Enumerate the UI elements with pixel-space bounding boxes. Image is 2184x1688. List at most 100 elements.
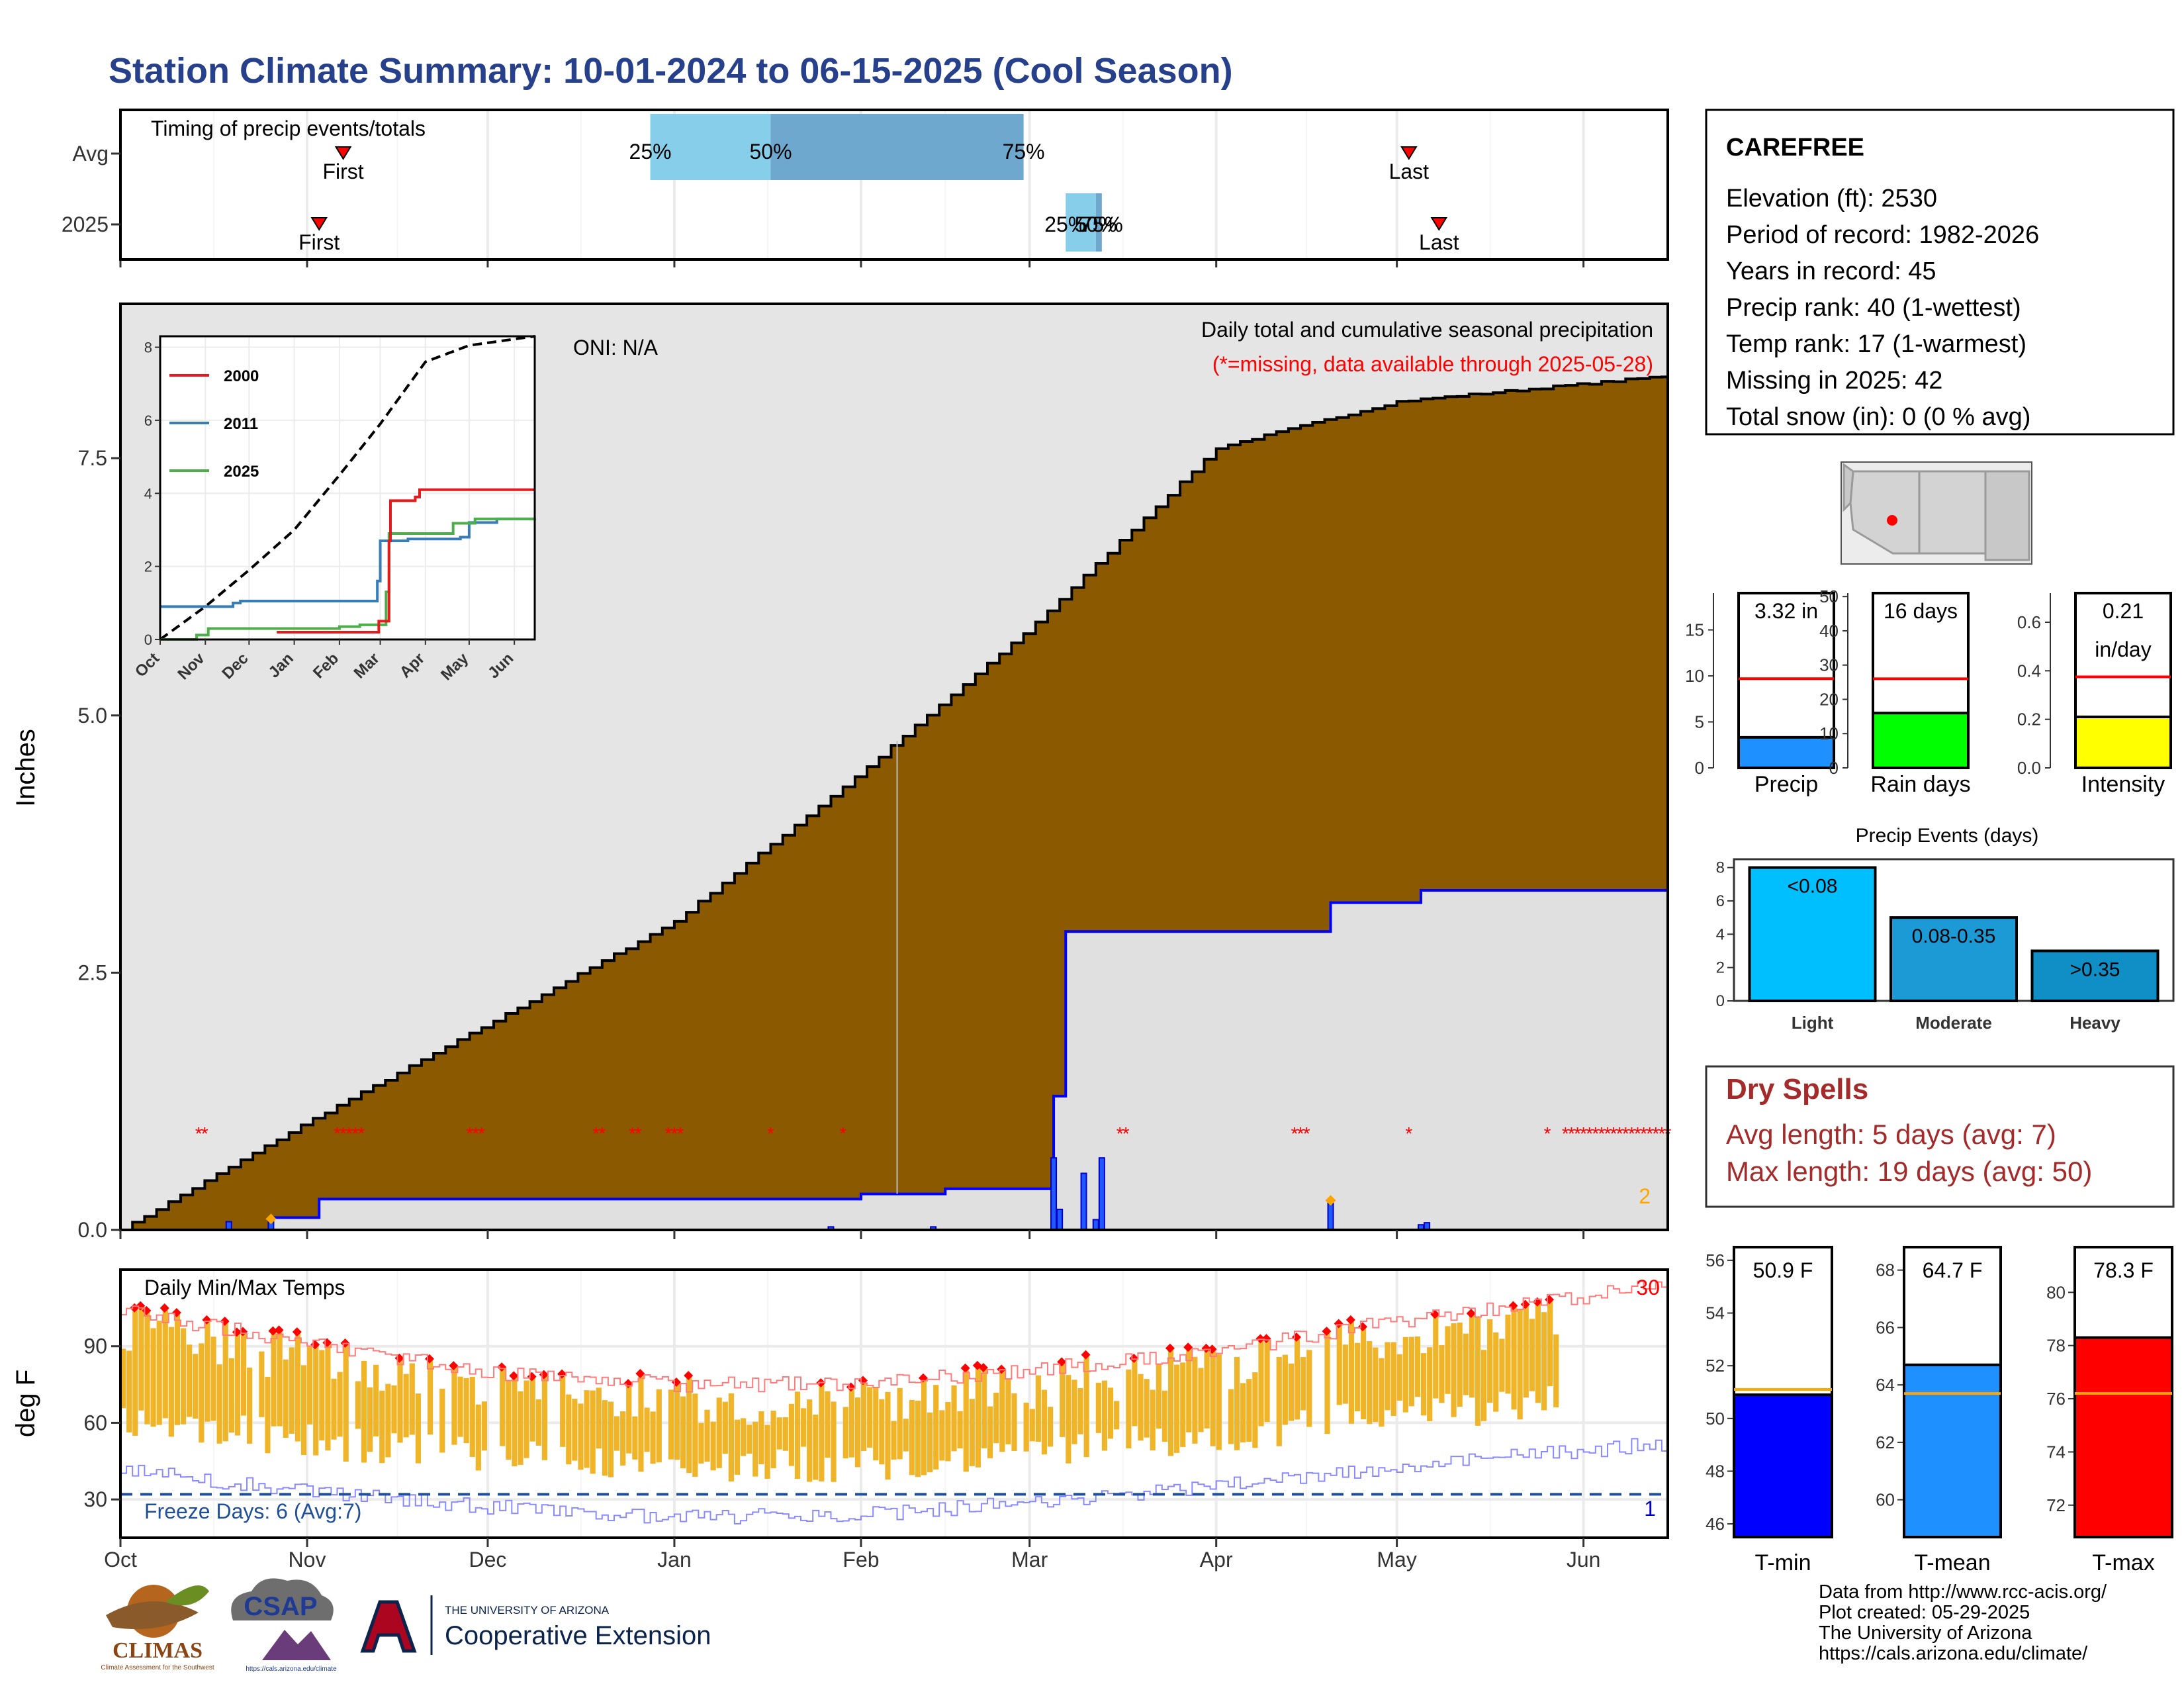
daily-temp-bar bbox=[722, 1401, 728, 1454]
daily-temp-bar bbox=[138, 1305, 144, 1411]
temp-summary-y-tick-label: 64 bbox=[1876, 1375, 1895, 1395]
missing-day-marker: * bbox=[340, 1123, 347, 1144]
daily-temp-bar bbox=[180, 1328, 187, 1425]
mini-y-tick-label: 5 bbox=[1695, 712, 1704, 732]
timing-row-2025-label: 2025 bbox=[62, 212, 109, 236]
missing-day-marker: * bbox=[478, 1123, 485, 1144]
daily-temp-bar bbox=[126, 1350, 132, 1432]
daily-temp-bar bbox=[1535, 1301, 1541, 1403]
daily-temp-bar bbox=[1083, 1354, 1089, 1458]
daily-temp-bar bbox=[313, 1344, 319, 1456]
temp-summary-y-tick-label: 48 bbox=[1706, 1461, 1725, 1481]
daily-temp-bar bbox=[819, 1383, 825, 1481]
daily-temp-bar bbox=[1005, 1378, 1011, 1444]
missing-day-marker: * bbox=[195, 1123, 203, 1144]
daily-temp-bar bbox=[927, 1412, 933, 1473]
missing-day-marker: * bbox=[677, 1123, 684, 1144]
daily-temp-bar bbox=[1354, 1342, 1361, 1411]
daily-temp-bar bbox=[379, 1390, 385, 1464]
daily-temp-bar bbox=[1234, 1356, 1240, 1450]
x-tick-label: Dec bbox=[469, 1548, 506, 1571]
missing-day-marker: * bbox=[357, 1123, 365, 1144]
event-bar-label: 0.08-0.35 bbox=[1912, 925, 1996, 947]
missing-day-marker: * bbox=[629, 1123, 636, 1144]
timing-marker-icon bbox=[1430, 217, 1448, 231]
missing-day-marker: * bbox=[1598, 1123, 1605, 1144]
timing-q25-q50-band bbox=[1066, 193, 1096, 252]
mini-y-tick-label: 0.0 bbox=[2017, 758, 2041, 778]
daily-temp-bar bbox=[1294, 1337, 1300, 1420]
daily-temp-bar bbox=[277, 1330, 283, 1427]
daily-temp-bar bbox=[602, 1400, 608, 1476]
daily-temp-bar bbox=[596, 1387, 602, 1449]
avg-percentile-label: 25% bbox=[629, 140, 672, 164]
csap-url: https://cals.arizona.edu/climate bbox=[246, 1665, 337, 1673]
mini-bar bbox=[1737, 735, 1835, 770]
record-high-marker bbox=[1165, 1343, 1175, 1353]
daily-temp-bar bbox=[500, 1367, 506, 1446]
summary-bar-charts: 0 5 10 15 3.32 in Precip 0 10 20 30 40 50 16 days Rai… bbox=[1685, 586, 2172, 797]
precip-y-ticks: 0.0 2.5 5.0 7.5 bbox=[78, 446, 120, 1242]
precip-subtitle: Daily total and cumulative seasonal prec… bbox=[1201, 318, 1653, 342]
record-high-marker bbox=[635, 1368, 645, 1378]
daily-temp-bar bbox=[758, 1411, 764, 1464]
daily-temp-bar bbox=[1210, 1349, 1216, 1446]
record-high-marker bbox=[684, 1370, 694, 1380]
missing-day-marker: * bbox=[1646, 1123, 1653, 1144]
daily-temp-bar bbox=[319, 1350, 325, 1441]
record-high-marker bbox=[268, 1326, 278, 1336]
temp-y-ticks: 30 60 90 bbox=[83, 1335, 120, 1511]
daily-temp-bar bbox=[1348, 1319, 1355, 1424]
daily-temp-bar bbox=[1041, 1389, 1048, 1455]
oni-label: ONI: N/A bbox=[573, 336, 659, 359]
daily-temp-bar bbox=[1487, 1319, 1493, 1403]
daily-temp-bar bbox=[578, 1403, 584, 1470]
missing-day-marker: * bbox=[1652, 1123, 1659, 1144]
missing-day-marker: * bbox=[1291, 1123, 1298, 1144]
inset-2000-line bbox=[277, 488, 535, 633]
missing-day-marker: * bbox=[1634, 1123, 1641, 1144]
temp-summary-y-tick-label: 46 bbox=[1706, 1514, 1725, 1534]
map-new-mexico bbox=[1918, 470, 1987, 555]
dry-spells-max: Max length: 19 days (avg: 50) bbox=[1726, 1156, 2092, 1187]
daily-temp-bar bbox=[240, 1331, 247, 1416]
x-tick-label: Feb bbox=[842, 1548, 879, 1571]
daily-temp-bar bbox=[205, 1319, 210, 1422]
daily-temp-bar bbox=[1288, 1363, 1295, 1421]
daily-temp-bar bbox=[1373, 1347, 1379, 1423]
daily-temp-bar bbox=[800, 1408, 807, 1447]
missing-day-marker: * bbox=[1586, 1123, 1593, 1144]
daily-temp-bar bbox=[1396, 1354, 1402, 1401]
daily-temp-bar bbox=[427, 1358, 433, 1435]
timing-row-avg-label: Avg bbox=[72, 142, 109, 165]
timing-panel: Timing of precip events/totals Avg 2025 … bbox=[62, 109, 1669, 267]
record-high-marker bbox=[1322, 1327, 1332, 1336]
missing-day-marker: * bbox=[1562, 1123, 1569, 1144]
dry-spells-title: Dry Spells bbox=[1726, 1073, 1868, 1105]
daily-temp-bar bbox=[1252, 1372, 1258, 1448]
daily-temp-bar bbox=[1138, 1374, 1144, 1441]
freeze-days-count: 1 bbox=[1644, 1497, 1656, 1521]
station-info-frame bbox=[1705, 109, 2175, 436]
record-high-marker bbox=[1081, 1350, 1091, 1360]
daily-temp-bar bbox=[1480, 1350, 1487, 1421]
daily-temp-bar bbox=[1035, 1375, 1041, 1442]
inset-background bbox=[160, 336, 535, 639]
daily-temp-bar bbox=[1282, 1354, 1288, 1425]
dry-spells-avg: Avg length: 5 days (avg: 7) bbox=[1726, 1119, 2056, 1150]
daily-temp-bar bbox=[132, 1307, 138, 1436]
daily-temp-bar bbox=[879, 1399, 885, 1465]
daily-temp-bar bbox=[481, 1401, 488, 1451]
y-tick-label: 0.0 bbox=[78, 1218, 107, 1242]
daily-temp-bar bbox=[1421, 1353, 1427, 1416]
daily-temp-bar bbox=[162, 1308, 168, 1419]
temp-summary-y-tick-label: 54 bbox=[1706, 1303, 1725, 1323]
mini-value-label: 3.32 in bbox=[1754, 599, 1818, 623]
temp-summary-label: T-max bbox=[2092, 1550, 2154, 1575]
map-neighbors bbox=[1843, 463, 2030, 561]
missing-day-marker: * bbox=[592, 1123, 600, 1144]
missing-day-marker: * bbox=[664, 1123, 672, 1144]
station-snow: Total snow (in): 0 (0 % avg) bbox=[1726, 403, 2030, 431]
temp-summary-label: T-mean bbox=[1914, 1550, 1990, 1575]
